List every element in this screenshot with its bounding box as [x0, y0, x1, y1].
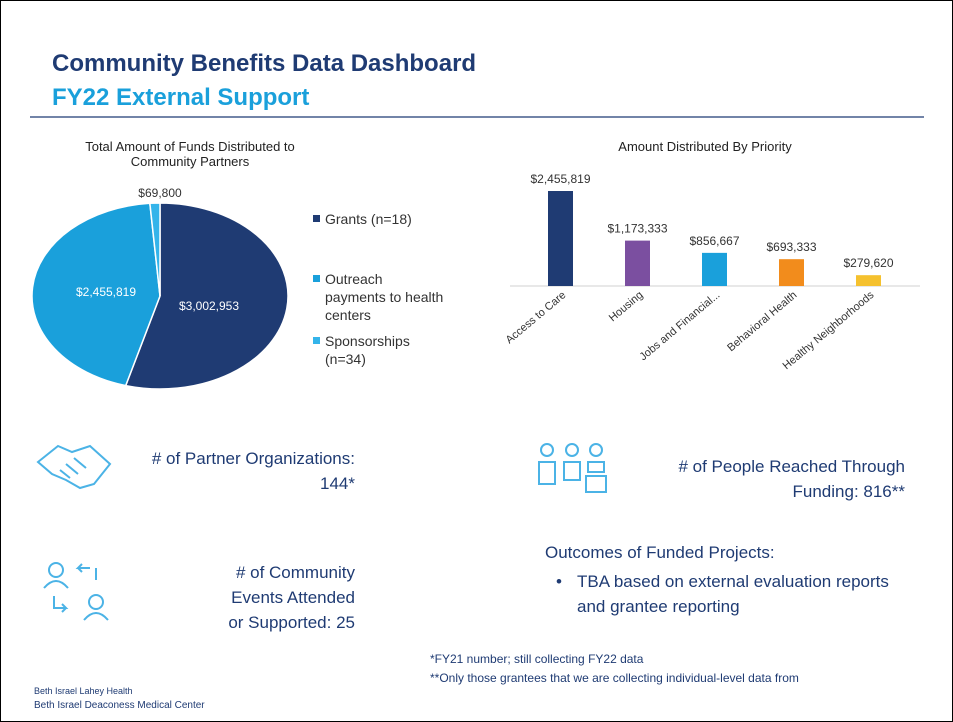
- handshake-icon: [36, 444, 112, 490]
- subtitle: FY22 External Support: [52, 84, 310, 111]
- events-stat: # of Community Events Attended or Suppor…: [228, 563, 355, 632]
- people-stat: # of People Reached Through Funding: 816…: [678, 457, 905, 501]
- x-tick-label: Jobs and Financial...: [637, 289, 722, 363]
- pie-slice: [31, 202, 161, 387]
- outcomes-bullet: TBA based on external evaluation reports…: [577, 572, 889, 616]
- legend-swatch: [313, 215, 320, 222]
- footer-center: Beth Israel Deaconess Medical Center: [34, 700, 205, 711]
- bar: [548, 191, 573, 286]
- x-tick-label: Behavioral Health: [725, 289, 799, 354]
- partners-stat: # of Partner Organizations: 144*: [151, 449, 355, 493]
- pie-slice: [149, 202, 161, 297]
- bar-value-label: $2,455,819: [530, 172, 590, 186]
- bar: [702, 252, 727, 286]
- legend-item: Outreach payments to health centers: [313, 270, 445, 324]
- people-icon: [538, 443, 607, 493]
- slice-label: $69,800: [138, 186, 182, 200]
- slice-label: $2,455,819: [76, 285, 136, 299]
- legend-label: Grants (n=18): [325, 211, 412, 227]
- bar-value-label: $1,173,333: [607, 222, 667, 236]
- x-tick-label: Access to Care: [504, 289, 569, 346]
- bar-title: Amount Distributed By Priority: [618, 139, 792, 154]
- title: Community Benefits Data Dashboard: [52, 50, 477, 77]
- legend-swatch: [313, 275, 320, 282]
- legend-label: Outreach payments to health centers: [325, 271, 444, 323]
- bullet: •: [556, 572, 562, 591]
- legend-item: Sponsorships (n=34): [313, 332, 445, 368]
- bar-value-label: $693,333: [766, 240, 816, 254]
- outcomes-heading: Outcomes of Funded Projects:: [545, 543, 775, 562]
- x-tick-label: Housing: [607, 289, 646, 324]
- bar: [856, 275, 881, 286]
- bar-value-label: $856,667: [689, 234, 739, 248]
- slice-label: $3,002,953: [179, 299, 239, 313]
- exchange-icon: [43, 562, 109, 621]
- bar: [779, 259, 804, 286]
- legend-item: Grants (n=18): [313, 210, 445, 228]
- footnote: **Only those grantees that we are collec…: [430, 671, 799, 685]
- legend-swatch: [313, 337, 320, 344]
- footnote: *FY21 number; still collecting FY22 data: [430, 652, 644, 666]
- legend-label: Sponsorships (n=34): [325, 333, 410, 367]
- footer-org: Beth Israel Lahey Health: [34, 686, 133, 696]
- bar-value-label: $279,620: [843, 256, 893, 270]
- pie-title: Total Amount of Funds Distributed to Com…: [85, 139, 295, 169]
- bar: [625, 240, 650, 286]
- pie-slice: [124, 202, 289, 390]
